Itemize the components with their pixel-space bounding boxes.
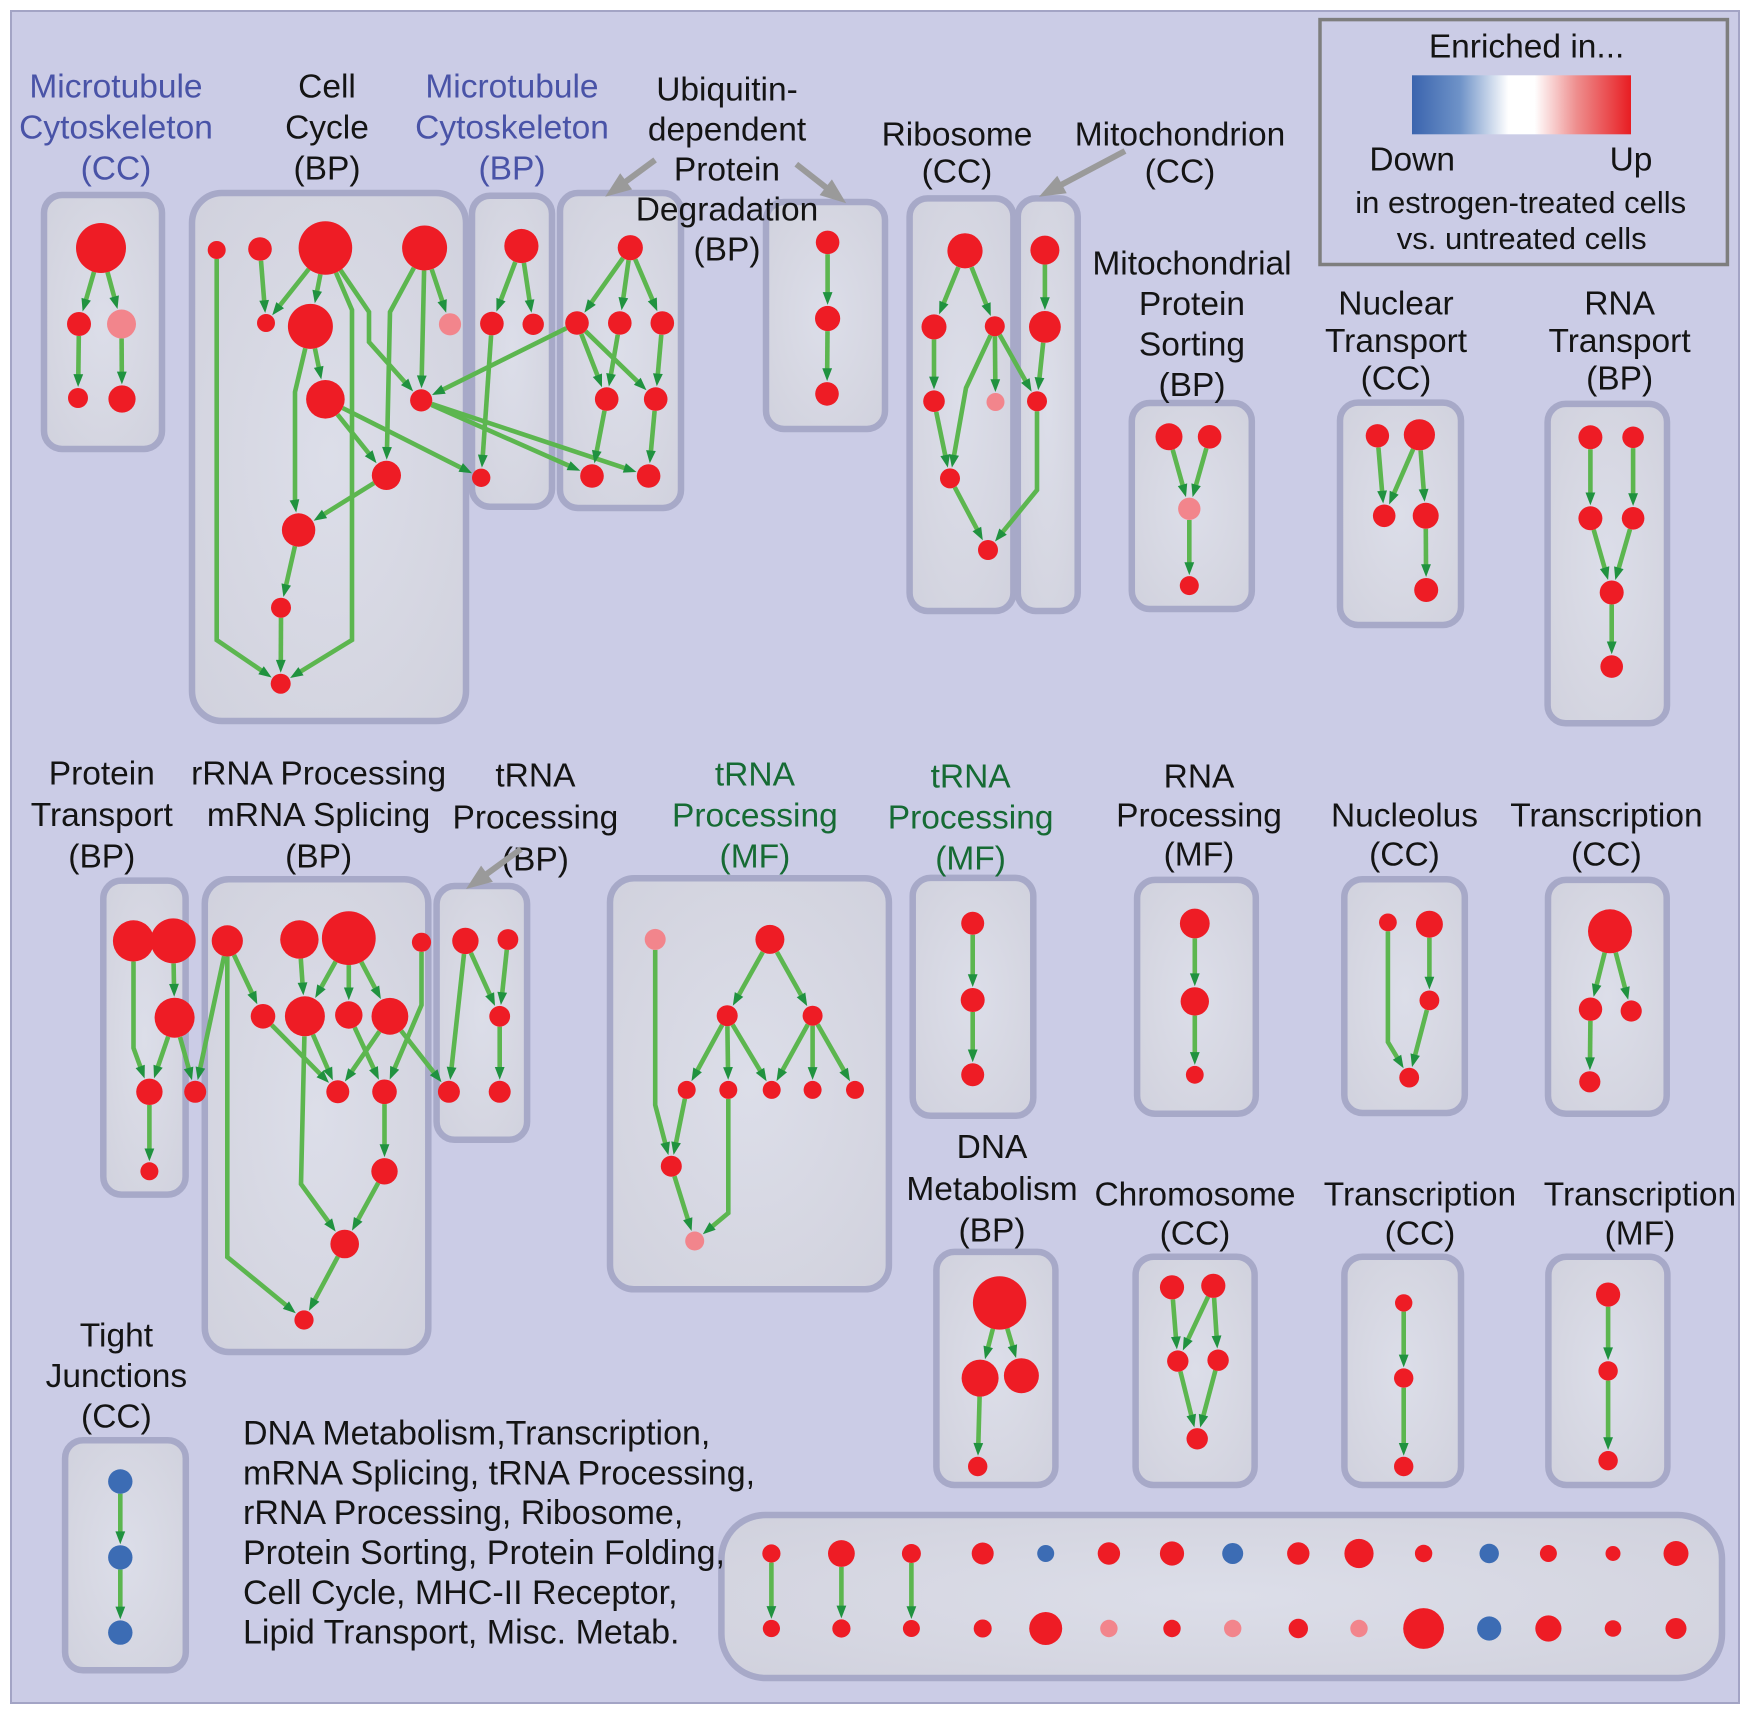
svg-text:Protein Sorting, Protein Foldi: Protein Sorting, Protein Folding, [243,1534,725,1572]
svg-text:(CC): (CC) [1385,1216,1456,1253]
svg-text:mRNA Splicing: mRNA Splicing [207,797,430,834]
svg-text:Protein: Protein [674,152,780,189]
svg-text:Mitochondrion: Mitochondrion [1075,117,1285,154]
svg-text:(BP): (BP) [959,1213,1026,1250]
svg-text:RNA: RNA [1584,286,1655,323]
svg-text:Transcription: Transcription [1544,1177,1736,1214]
svg-text:Ubiquitin-: Ubiquitin- [656,72,798,109]
svg-text:(CC): (CC) [922,154,993,191]
svg-text:Processing: Processing [453,799,619,836]
svg-text:DNA Metabolism,Transcription,: DNA Metabolism,Transcription, [243,1415,710,1453]
svg-text:Junctions: Junctions [46,1358,188,1395]
svg-text:Degradation: Degradation [636,192,819,229]
svg-text:tRNA: tRNA [931,759,1012,796]
svg-text:rRNA Processing: rRNA Processing [191,756,446,793]
svg-text:(MF): (MF) [1605,1216,1676,1253]
svg-text:(BP): (BP) [694,232,761,269]
svg-text:(MF): (MF) [720,839,791,876]
svg-text:(CC): (CC) [1361,361,1432,398]
svg-text:(BP): (BP) [285,839,352,876]
svg-text:Cytoskeleton: Cytoskeleton [19,110,213,147]
svg-text:(CC): (CC) [1145,154,1216,191]
svg-text:Sorting: Sorting [1139,327,1245,364]
svg-text:Chromosome: Chromosome [1094,1177,1295,1214]
svg-text:Cell: Cell [298,69,356,106]
svg-text:(BP): (BP) [502,841,569,878]
svg-text:rRNA Processing, Ribosome,: rRNA Processing, Ribosome, [243,1494,683,1532]
svg-text:(BP): (BP) [68,839,135,876]
svg-text:Cell Cycle, MHC-II Receptor,: Cell Cycle, MHC-II Receptor, [243,1574,678,1612]
svg-text:tRNA: tRNA [495,757,576,794]
svg-text:Protein: Protein [1139,286,1245,323]
svg-text:Processing: Processing [1116,798,1282,835]
svg-text:Transcription: Transcription [1324,1177,1516,1214]
svg-text:(BP): (BP) [479,151,546,188]
svg-text:Cytoskeleton: Cytoskeleton [415,110,609,147]
svg-text:Processing: Processing [888,800,1054,837]
svg-text:Cycle: Cycle [285,110,369,147]
svg-text:Down: Down [1369,142,1455,179]
svg-text:in estrogen-treated cells: in estrogen-treated cells [1355,185,1686,220]
svg-text:RNA: RNA [1164,759,1235,796]
svg-text:Processing: Processing [672,798,838,835]
svg-text:(CC): (CC) [1571,837,1642,874]
svg-text:(CC): (CC) [81,1399,152,1436]
svg-text:(MF): (MF) [1164,837,1235,874]
svg-text:Tight: Tight [80,1318,154,1355]
svg-text:vs. untreated cells: vs. untreated cells [1397,221,1647,256]
svg-text:DNA: DNA [957,1129,1028,1166]
svg-text:Ribosome: Ribosome [882,117,1033,154]
svg-text:Transport: Transport [1549,323,1692,360]
svg-text:Mitochondrial: Mitochondrial [1092,246,1291,283]
svg-text:mRNA Splicing, tRNA Processing: mRNA Splicing, tRNA Processing, [243,1454,755,1492]
svg-text:(BP): (BP) [1159,367,1226,404]
svg-text:dependent: dependent [648,112,807,149]
svg-text:tRNA: tRNA [715,757,796,794]
svg-text:(MF): (MF) [935,841,1006,878]
svg-text:Transcription: Transcription [1510,798,1702,835]
svg-text:Up: Up [1610,142,1653,179]
svg-text:Transport: Transport [31,797,174,834]
svg-text:(CC): (CC) [1160,1216,1231,1253]
svg-text:Lipid Transport, Misc. Metab.: Lipid Transport, Misc. Metab. [243,1614,680,1652]
svg-text:Metabolism: Metabolism [906,1171,1077,1208]
svg-text:Nucleolus: Nucleolus [1331,798,1478,835]
svg-text:(BP): (BP) [294,151,361,188]
svg-text:(CC): (CC) [81,151,152,188]
svg-text:(CC): (CC) [1369,837,1440,874]
svg-text:(BP): (BP) [1586,361,1653,398]
svg-text:Transport: Transport [1325,323,1468,360]
svg-text:Microtubule: Microtubule [29,69,202,106]
svg-text:Microtubule: Microtubule [425,69,598,106]
svg-text:Enriched in...: Enriched in... [1429,29,1625,66]
svg-text:Nuclear: Nuclear [1338,286,1453,323]
svg-text:Protein: Protein [49,756,155,793]
